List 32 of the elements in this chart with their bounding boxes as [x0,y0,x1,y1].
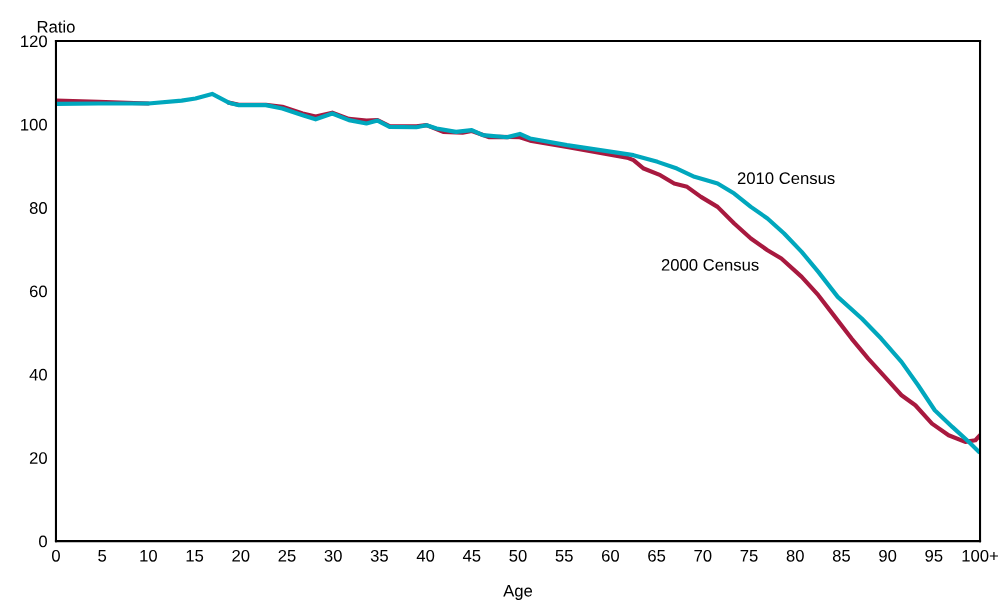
x-tick-label: 55 [555,550,573,562]
y-tick-label: 60 [29,285,47,298]
y-tick-label: 100 [21,118,47,131]
y-tick-label: 0 [39,535,47,548]
x-tick-label: 65 [648,549,666,562]
x-tick-label: 35 [370,549,388,562]
x-tick-label: 80 [786,549,804,562]
y-tick-label: 120 [21,35,47,48]
x-tick-label: 40 [416,549,435,562]
y-tick-label: 40 [29,368,47,381]
y-tick-label: 20 [29,452,47,464]
x-tick-label: 5 [98,550,107,562]
x-tick-label: 60 [601,549,620,562]
x-tick-label: 30 [324,549,342,562]
y-axis-title: Ratio [37,20,75,33]
x-tick-label: 25 [278,549,296,562]
x-tick-label: 10 [140,549,157,562]
x-tick-label: 20 [232,549,250,562]
y-tick-label: 80 [29,202,47,214]
series-label: 2000 Census [661,258,759,271]
x-tick-label: 45 [462,550,481,562]
x-axis-title: Age [503,585,533,600]
x-tick-label: 0 [51,549,60,562]
x-tick-label: 100+ [962,549,998,562]
x-tick-label: 50 [509,549,527,562]
x-tick-label: 70 [694,549,712,562]
x-tick-label: 75 [740,550,758,562]
series-label: 2010 Census [737,172,835,185]
x-tick-label: 95 [925,549,943,562]
x-tick-label: 90 [879,549,897,562]
x-tick-label: 85 [832,549,850,562]
x-tick-label: 15 [186,550,204,562]
